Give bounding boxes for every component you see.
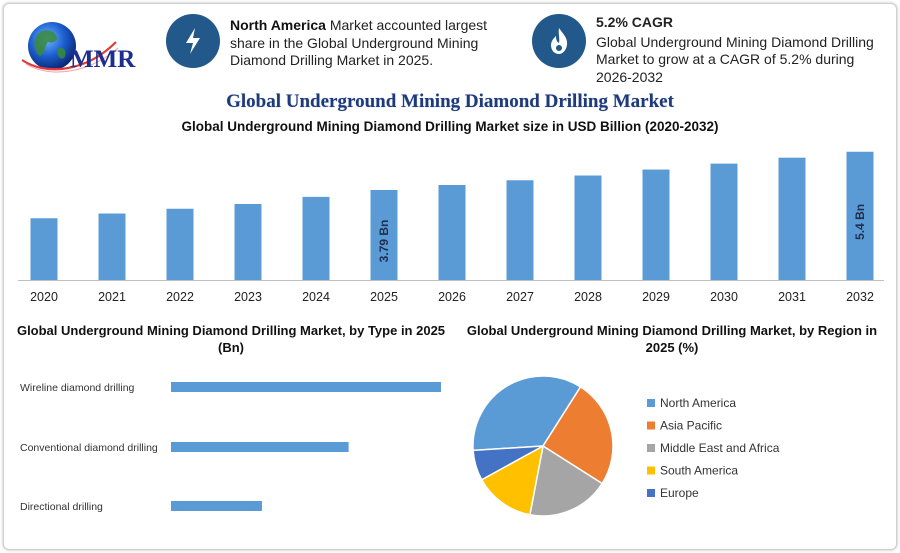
bar-2026 (438, 185, 466, 280)
bar-2031 (778, 157, 806, 280)
stat-2-bold: 5.2% CAGR (596, 14, 674, 30)
legend-label-2: Middle East and Africa (660, 441, 780, 455)
x-tick-2032: 2032 (846, 290, 874, 304)
type-label-2: Directional drilling (20, 501, 103, 513)
legend-swatch-1 (647, 421, 655, 430)
pie-slice-4 (472, 445, 544, 481)
type-bar-1 (171, 442, 349, 452)
bar-chart-title: Global Underground Mining Diamond Drilli… (181, 119, 719, 134)
region-chart-title: Global Underground Mining Diamond Drilli… (466, 323, 878, 355)
bar-2028 (574, 175, 602, 280)
x-tick-2024: 2024 (302, 290, 330, 304)
globe-icon (21, 22, 119, 73)
type-chart-title: Global Underground Mining Diamond Drilli… (16, 323, 446, 355)
x-tick-2029: 2029 (642, 290, 670, 304)
bar-2022 (166, 208, 194, 280)
flame-icon (532, 14, 586, 68)
bar-2024 (302, 196, 330, 280)
bar-2027 (506, 180, 534, 280)
stat-north-america: North America Market accounted largest s… (230, 17, 510, 70)
legend-swatch-0 (647, 399, 655, 407)
x-tick-2021: 2021 (98, 290, 126, 304)
stat-1-text: Market accounted largest share in the Gl… (230, 17, 488, 68)
pie-slice-2 (529, 444, 604, 517)
bar-2020 (30, 218, 58, 280)
legend-label-4: Europe (660, 486, 699, 500)
x-tick-2022: 2022 (166, 290, 194, 304)
legend-label-1: Asia Pacific (660, 419, 722, 433)
legend-label-3: South America (660, 464, 738, 478)
x-tick-2031: 2031 (778, 290, 806, 304)
x-tick-2020: 2020 (30, 290, 58, 304)
legend-swatch-3 (647, 466, 655, 475)
lightning-icon (166, 14, 220, 68)
data-label-2025: 3.79 Bn (377, 220, 391, 263)
pie-slice-0 (472, 375, 582, 452)
type-bar-chart: Wireline diamond drilling Conventional di… (20, 382, 441, 513)
pie-slice-3 (480, 444, 545, 516)
type-label-1: Conventional diamond drilling (20, 442, 158, 454)
x-tick-2023: 2023 (234, 290, 262, 304)
bar-2025 (370, 189, 398, 280)
market-size-bar-chart: 2020 2021 2022 2023 2024 2025 3.79 Bn 2026 2027 2… (18, 151, 884, 304)
stat-2-text: Global Underground Mining Diamond Drilli… (596, 33, 874, 85)
bar-2021 (98, 213, 126, 280)
stat-cagr: 5.2% CAGR Global Underground Mining Diam… (596, 14, 886, 86)
logo-text: MMR (70, 46, 136, 73)
x-tick-2025: 2025 (370, 290, 398, 304)
region-pie-chart: North America Asia Pacific Middle East and… (472, 375, 780, 517)
legend-swatch-4 (647, 489, 655, 497)
type-bar-0 (171, 382, 441, 392)
type-label-0: Wireline diamond drilling (20, 382, 135, 394)
pie-slice-1 (541, 385, 614, 485)
x-tick-2027: 2027 (506, 290, 534, 304)
type-bar-2 (171, 501, 262, 511)
bar-2023 (234, 204, 262, 280)
stat-1-bold: North America (230, 17, 326, 33)
bar-2032 (846, 151, 874, 280)
x-tick-2030: 2030 (710, 290, 738, 304)
legend-swatch-2 (647, 444, 655, 452)
x-tick-2028: 2028 (574, 290, 602, 304)
main-title: Global Underground Mining Diamond Drilli… (226, 91, 674, 112)
bar-2030 (710, 163, 738, 280)
x-tick-2026: 2026 (438, 290, 466, 304)
mmr-logo: MMR (16, 12, 136, 82)
data-label-2032: 5.4 Bn (853, 204, 867, 240)
legend-label-0: North America (660, 396, 736, 410)
bar-2029 (642, 169, 670, 280)
